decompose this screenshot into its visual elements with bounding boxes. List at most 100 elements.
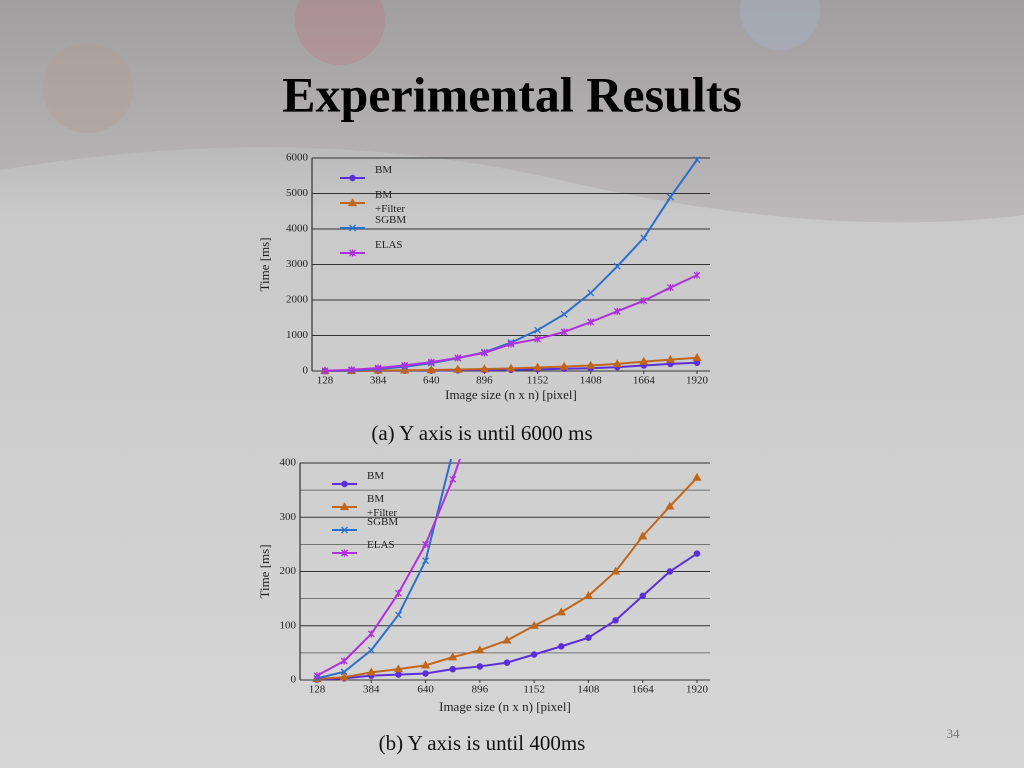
y-tick-label: 6000 — [286, 152, 309, 164]
legend-label: BM +Filter — [375, 189, 405, 215]
marker — [612, 617, 619, 624]
legend-label-line: ELAS — [367, 539, 395, 551]
marker — [448, 652, 458, 661]
x-tick-label: 640 — [423, 375, 440, 387]
marker — [476, 663, 484, 670]
marker — [395, 671, 402, 678]
legend-marker — [349, 249, 356, 257]
y-tick-label: 0 — [303, 365, 309, 377]
marker — [393, 664, 404, 673]
marker — [340, 657, 348, 665]
decoration-band — [0, 0, 1024, 223]
y-tick-label: 1000 — [286, 329, 309, 341]
legend-label-line: BM — [375, 164, 392, 176]
marker — [639, 592, 646, 600]
marker — [475, 645, 485, 654]
x-axis-label: Image size (n x n) [pixel] — [445, 387, 577, 402]
legend-label-line: ELAS — [375, 239, 403, 251]
x-tick-label: 128 — [317, 375, 334, 387]
y-tick-label: 4000 — [286, 223, 309, 235]
marker — [693, 271, 701, 279]
marker — [321, 367, 329, 375]
marker — [639, 356, 649, 365]
marker — [560, 310, 568, 318]
legend-label-line: SGBM — [367, 516, 398, 528]
marker — [529, 620, 539, 629]
legend-label: ELAS — [367, 539, 395, 551]
marker — [638, 531, 648, 540]
legend-label: SGBM — [375, 214, 406, 226]
marker — [560, 328, 568, 336]
marker — [613, 307, 621, 315]
legend-label-line: BM — [367, 493, 384, 505]
legend-marker — [347, 198, 358, 207]
marker — [502, 635, 512, 644]
marker — [613, 262, 621, 270]
marker — [503, 659, 511, 666]
marker — [692, 472, 702, 481]
marker — [534, 326, 542, 334]
marker — [420, 660, 431, 669]
x-tick-label: 384 — [363, 684, 380, 696]
marker — [693, 156, 701, 164]
page-number: 34 — [947, 726, 961, 741]
marker — [426, 365, 436, 374]
marker — [665, 354, 676, 363]
legend-label-line: BM — [367, 470, 384, 482]
y-tick-label: 2000 — [286, 294, 309, 306]
y-tick-label: 100 — [280, 619, 297, 631]
legend-label: BM — [367, 470, 384, 482]
y-tick-label: 5000 — [286, 187, 309, 199]
marker — [666, 568, 674, 575]
marker — [534, 335, 542, 343]
legend-marker — [341, 480, 348, 488]
y-tick-label: 3000 — [286, 258, 309, 270]
plot-series — [320, 156, 702, 375]
marker — [422, 557, 430, 565]
marker — [640, 297, 648, 305]
marker — [666, 193, 674, 201]
y-axis-label: Time [ms] — [257, 544, 272, 598]
marker — [394, 611, 402, 619]
y-tick-label: 0 — [291, 674, 297, 686]
marker — [585, 634, 592, 641]
x-tick-label: 1408 — [580, 375, 603, 387]
legend-label-line: SGBM — [375, 214, 406, 226]
marker — [586, 360, 596, 369]
x-tick-label: 1152 — [527, 375, 549, 387]
marker — [449, 475, 457, 483]
chart-caption: (a) Y axis is until 6000 ms — [371, 421, 592, 445]
marker — [339, 672, 349, 681]
marker — [394, 589, 402, 597]
x-tick-label: 384 — [370, 375, 387, 387]
x-tick-label: 896 — [472, 684, 489, 696]
x-axis-label: Image size (n x n) [pixel] — [439, 699, 571, 714]
series-line — [316, 459, 453, 680]
marker — [666, 284, 674, 292]
y-axis-label: Time [ms] — [257, 237, 272, 291]
x-tick-label: 1152 — [523, 684, 545, 696]
marker — [479, 364, 490, 373]
marker — [612, 359, 622, 368]
decoration-flower — [43, 43, 133, 133]
x-tick-label: 896 — [476, 375, 493, 387]
marker — [427, 358, 435, 366]
legend-marker — [349, 224, 356, 232]
legend-label: BM +Filter — [367, 493, 397, 519]
marker — [480, 349, 488, 357]
marker — [367, 646, 375, 654]
marker — [400, 365, 410, 374]
x-tick-label: 1408 — [577, 684, 600, 696]
marker — [366, 667, 376, 676]
legend-label-line: +Filter — [367, 507, 397, 519]
legend-marker — [339, 502, 350, 511]
legend-label-line: +Filter — [375, 203, 405, 215]
legend-marker — [341, 549, 348, 557]
decoration-flower — [295, 0, 385, 65]
marker — [313, 672, 321, 680]
x-tick-label: 1920 — [686, 375, 709, 387]
legend-label: BM — [375, 164, 392, 176]
y-tick-label: 400 — [280, 457, 297, 469]
